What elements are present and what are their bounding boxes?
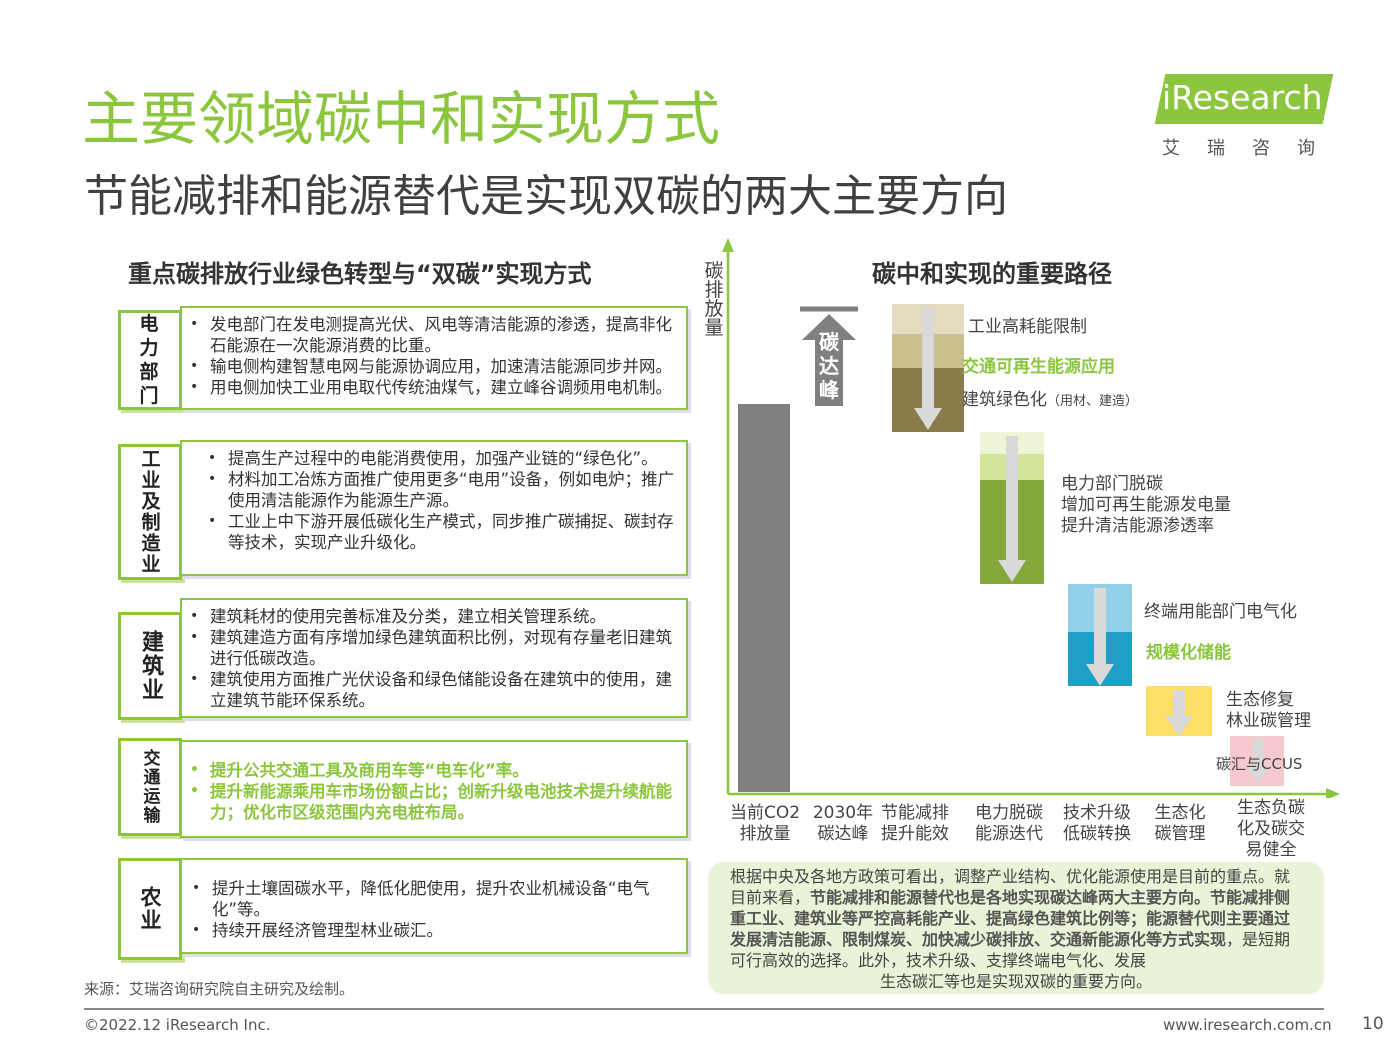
stage-label-2030: 2030年碳达峰 [812, 803, 874, 844]
segment4-down-arrow-icon [1165, 716, 1193, 736]
segment1-label-building-main: 建筑绿色化 [962, 390, 1047, 410]
list-item: 提升土壤固碳水平，降低化肥使用，提升农业机械设备“电气化”等。 [192, 878, 678, 920]
sector-label-text: 工业及制造业 [138, 449, 161, 575]
segment3-label-1: 终端用能部门电气化 [1144, 602, 1297, 622]
segment1-label-building-note: （用材、建造） [1047, 394, 1139, 409]
note-bold: 节能减排和能源替代也是各地实现碳达峰两大主要方向。节能减排侧重工业、建筑业等严控… [730, 888, 1291, 949]
stage-label-eco: 生态化碳管理 [1154, 803, 1206, 844]
sector-box-agriculture: 提升土壤固碳水平，降低化肥使用，提升农业机械设备“电气化”等。 持续开展经济管理… [180, 858, 688, 954]
sector-label-text: 农业 [138, 886, 162, 932]
list-item: 持续开展经济管理型林业碳汇。 [192, 920, 678, 941]
peak-label: 碳达峰 [819, 330, 839, 402]
segment5-arrow-shaft [1253, 738, 1263, 768]
carbon-path-diagram [722, 238, 1340, 798]
list-item: 输电侧构建智慧电网与能源协调应用，加速清洁能源同步并网。 [190, 356, 678, 377]
list-item: 提升公共交通工具及商用车等“电车化”率。 [190, 760, 678, 781]
segment2-label-1: 电力部门脱碳 [1061, 474, 1163, 494]
x-axis-arrow-icon [1326, 788, 1340, 798]
stage-label-efficiency: 节能减排提升能效 [881, 803, 949, 844]
note-text-2: ，是短期可行高效的选择。此外，技术升级、支撑终端电气化、发展 [730, 930, 1291, 970]
list-item: 提升新能源乘用车市场份额占比；创新升级电池技术提升续航能力；优化市区级范围内充电… [190, 781, 678, 823]
list-item: 提高生产过程中的电能消费使用，加强产业链的“绿色化”。 [208, 448, 678, 469]
stage-label-tech: 技术升级低碳转换 [1063, 803, 1131, 844]
peak-up-arrow-icon [802, 314, 856, 406]
list-item: 材料加工冶炼方面推广使用更多“电用”设备，例如电炉；推广使用清洁能源作为能源生产… [208, 469, 678, 511]
left-panel-title: 重点碳排放行业绿色转型与“双碳”实现方式 [128, 260, 592, 288]
sector-label-industry: 工业及制造业 [118, 444, 182, 580]
segment1-arrow-shaft [922, 308, 934, 408]
segment5-label: 碳汇与CCUS [1216, 755, 1303, 773]
stage-label-current: 当前CO2排放量 [729, 803, 801, 844]
logo-chinese: 艾瑞咨询 [1162, 138, 1342, 159]
copyright: ©2022.12 iResearch Inc. [84, 1016, 271, 1034]
segment4-label-2: 林业碳管理 [1226, 711, 1311, 731]
sector-box-transport: 提升公共交通工具及商用车等“电车化”率。 提升新能源乘用车市场份额占比；创新升级… [180, 740, 688, 838]
source-note: 来源：艾瑞咨询研究院自主研究及绘制。 [84, 980, 355, 998]
sector-label-construction: 建筑业 [118, 612, 182, 720]
sector-label-agriculture: 农业 [118, 858, 182, 960]
stage-label-decarbonize: 电力脱碳能源迭代 [975, 803, 1043, 844]
segment5-down-arrow-icon [1246, 766, 1270, 784]
logo-brand: iResearch [1162, 78, 1323, 117]
segment1-label-building: 建筑绿色化（用材、建造） [962, 390, 1138, 412]
list-item: 发电部门在发电测提高光伏、风电等清洁能源的渗透，提高非化石能源在一次能源消费的比… [190, 314, 678, 356]
sector-label-transport: 交通运输 [118, 738, 182, 836]
segment4-arrow-shaft [1173, 690, 1185, 716]
sector-box-industry: 提高生产过程中的电能消费使用，加强产业链的“绿色化”。 材料加工冶炼方面推广使用… [180, 440, 688, 576]
website-link[interactable]: www.iresearch.com.cn [1163, 1016, 1332, 1034]
segment1-label-industry: 工业高耗能限制 [968, 317, 1087, 337]
list-item: 工业上中下游开展低碳化生产模式，同步推广碳捕捉、碳封存等技术，实现产业升级化。 [208, 511, 678, 553]
segment2-label-3: 提升清洁能源渗透率 [1061, 516, 1214, 536]
footer-divider [84, 1008, 1324, 1010]
segment3-label-2: 规模化储能 [1146, 643, 1231, 663]
sector-box-construction: 建筑耗材的使用完善标准及分类，建立相关管理系统。 建筑建造方面有序增加绿色建筑面… [180, 598, 688, 718]
page-number: 10 [1362, 1014, 1384, 1034]
sector-label-text: 建筑业 [138, 630, 163, 702]
y-axis-arrow-icon [722, 238, 734, 252]
note-text-1: 根据中央及各地方政策可看出，调整产业结构、优化能源使用是目前的重点。就目前来看， [730, 867, 1291, 907]
segment1-label-transport: 交通可再生能源应用 [962, 357, 1115, 377]
segment3-down-arrow-icon [1086, 664, 1114, 686]
segment4-label-1: 生态修复 [1226, 690, 1294, 710]
segment2-label-2: 增加可再生能源发电量 [1061, 495, 1231, 515]
segment3-arrow-shaft [1094, 588, 1106, 664]
iresearch-logo: iResearch 艾瑞咨询 [1150, 74, 1334, 162]
y-axis-label: 碳排放量 [704, 260, 724, 339]
list-item: 建筑建造方面有序增加绿色建筑面积比例，对现有存量老旧建筑进行低碳改造。 [190, 627, 678, 669]
stage-label-negative: 生态负碳化及碳交易健全 [1237, 798, 1305, 860]
list-item: 用电侧加快工业用电取代传统油煤气，建立峰谷调频用电机制。 [190, 377, 678, 398]
page-title: 主要领域碳中和实现方式 [82, 85, 721, 153]
sector-label-power: 电力部门 [118, 310, 182, 410]
summary-note: 根据中央及各地方政策可看出，调整产业结构、优化能源使用是目前的重点。就目前来看，… [708, 862, 1324, 994]
segment2-down-arrow-icon [998, 560, 1026, 582]
sector-label-text: 交通运输 [139, 749, 160, 825]
list-item: 建筑耗材的使用完善标准及分类，建立相关管理系统。 [190, 606, 678, 627]
segment2-arrow-shaft [1006, 436, 1018, 560]
sector-box-power: 发电部门在发电测提高光伏、风电等清洁能源的渗透，提高非化石能源在一次能源消费的比… [180, 306, 688, 410]
right-panel-title: 碳中和实现的重要路径 [872, 260, 1112, 288]
page-subtitle: 节能减排和能源替代是实现双碳的两大主要方向 [84, 171, 1008, 222]
current-emission-bar [738, 404, 790, 792]
sector-label-text: 电力部门 [139, 313, 161, 407]
list-item: 建筑使用方面推广光伏设备和绿色储能设备在建筑中的使用，建立建筑节能环保系统。 [190, 669, 678, 711]
segment1-down-arrow-icon [914, 408, 942, 430]
note-text-3: 生态碳汇等也是实现双碳的重要方向。 [879, 972, 1152, 991]
